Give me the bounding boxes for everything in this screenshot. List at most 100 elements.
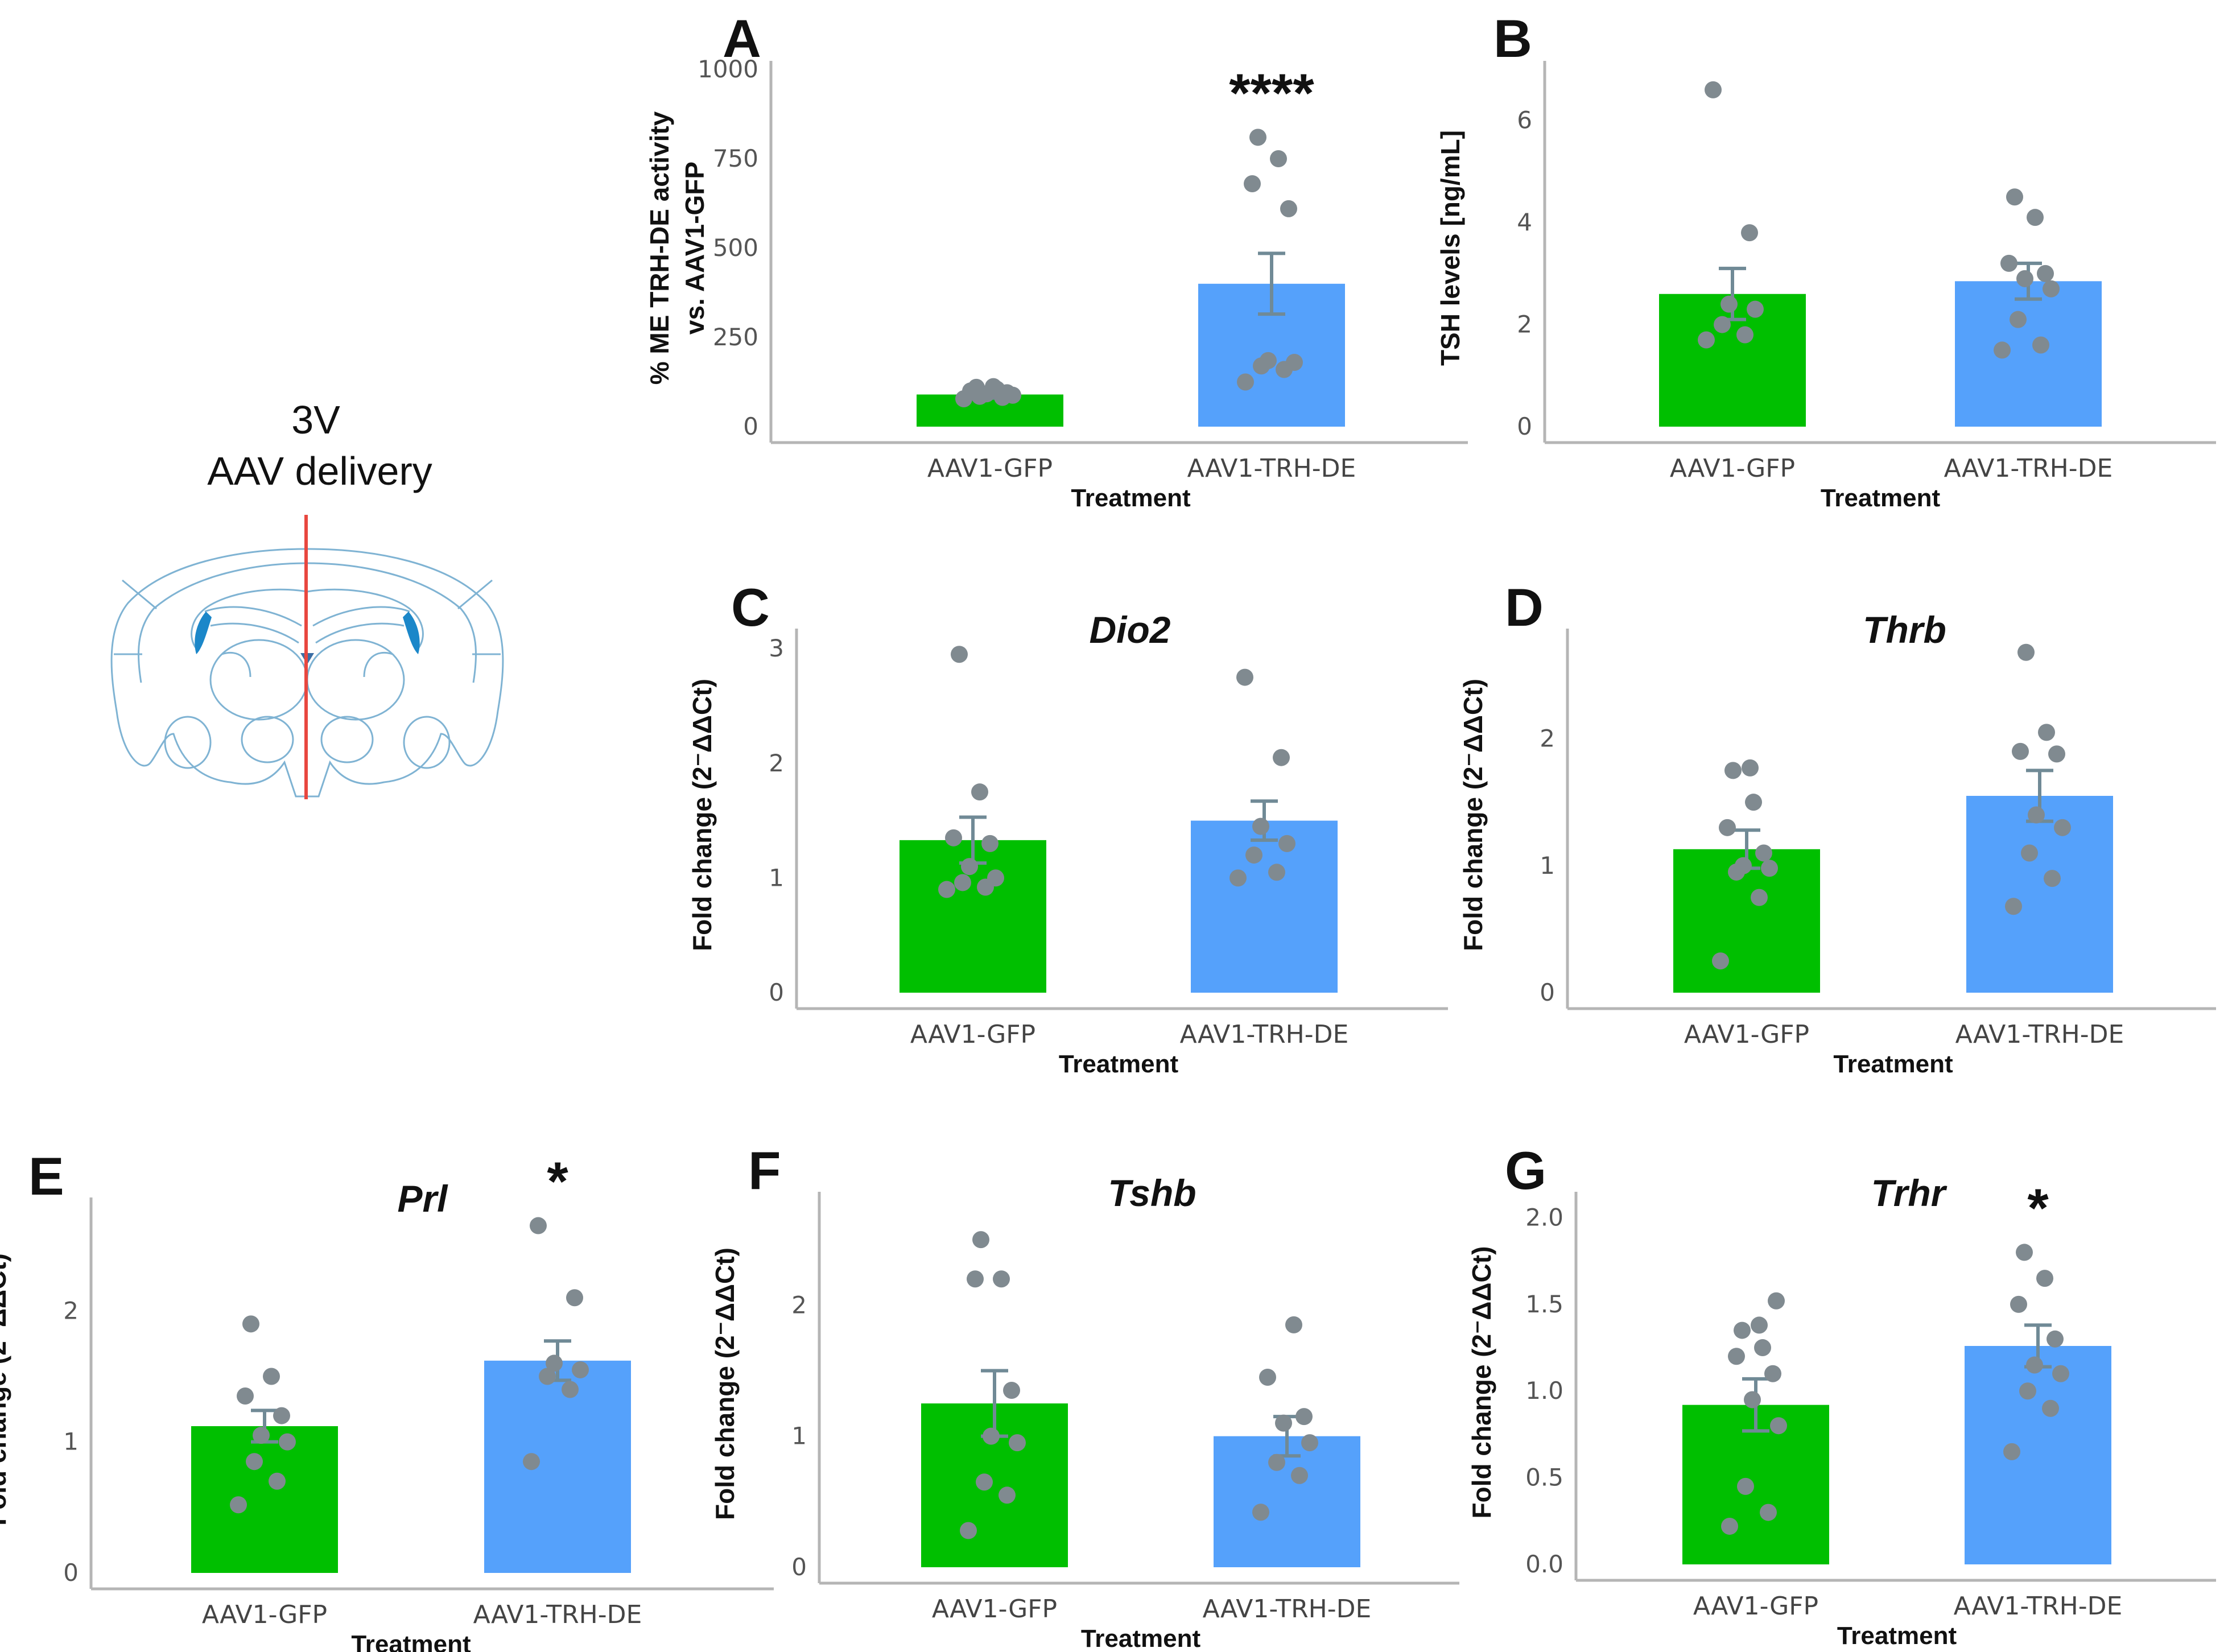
data-point <box>1237 373 1254 391</box>
data-point <box>1770 1417 1787 1435</box>
brain-region-left <box>195 612 212 654</box>
data-point <box>546 1354 563 1372</box>
x-tick-label: AAV1-TRH-DE <box>473 1600 642 1629</box>
data-point <box>1229 869 1247 887</box>
data-point <box>1755 844 1772 862</box>
x-axis-title: Treatment <box>1059 1050 1179 1078</box>
data-point <box>1720 295 1738 313</box>
data-point <box>2003 1443 2020 1460</box>
significance-marker: * <box>2027 1178 2049 1238</box>
data-point <box>1994 341 2011 359</box>
data-point <box>2028 806 2045 824</box>
data-point <box>976 1473 993 1491</box>
data-point <box>1744 1391 1761 1409</box>
x-tick-label: AAV1-TRH-DE <box>1203 1595 1372 1624</box>
data-point <box>999 1486 1016 1504</box>
x-tick-label: AAV1-TRH-DE <box>1180 1020 1349 1049</box>
data-point <box>253 1427 270 1444</box>
x-axis-title: Treatment <box>1837 1622 1957 1650</box>
x-tick-label: AAV1-TRH-DE <box>1187 454 1356 483</box>
x-axis-title: Treatment <box>1821 484 1941 512</box>
data-point <box>246 1453 263 1471</box>
data-point <box>2042 1399 2059 1417</box>
y-tick-label: 1 <box>769 864 784 891</box>
y-tick-label: 1 <box>63 1428 79 1456</box>
y-axis-title: % ME TRH-DE activity <box>645 111 674 385</box>
data-point <box>566 1289 583 1307</box>
panel-label: F <box>748 1141 781 1200</box>
data-point <box>2052 1365 2069 1382</box>
data-point <box>1244 175 1261 192</box>
data-point <box>1745 794 1762 811</box>
data-point <box>2044 870 2061 887</box>
data-point <box>1741 224 1758 242</box>
y-tick-label: 0 <box>1540 978 1555 1006</box>
y-tick-label: 2 <box>791 1291 807 1319</box>
x-tick-label: AAV1-GFP <box>202 1600 327 1629</box>
data-point <box>2027 209 2044 226</box>
data-point <box>2012 742 2029 760</box>
data-point <box>1712 952 1729 970</box>
panel-title: Dio2 <box>1089 609 1170 651</box>
bar-aav1-trh-de <box>1214 1436 1360 1567</box>
data-point <box>1751 889 1768 906</box>
panel-label: B <box>1493 9 1532 68</box>
data-point <box>1268 1453 1285 1471</box>
data-point <box>279 1433 296 1451</box>
significance-marker: * <box>547 1151 568 1212</box>
y-tick-label: 2 <box>769 749 784 777</box>
data-point <box>1278 835 1295 852</box>
x-tick-label: AAV1-GFP <box>1693 1592 1818 1621</box>
y-tick-label: 250 <box>713 323 758 351</box>
y-tick-label: 1.0 <box>1525 1377 1563 1405</box>
data-point <box>951 646 968 663</box>
y-tick-label: 500 <box>713 234 758 262</box>
panel-label: A <box>723 9 761 68</box>
y-tick-label: 3 <box>769 634 784 662</box>
y-tick-label: 0 <box>743 412 758 440</box>
data-point <box>2021 844 2038 862</box>
data-point <box>539 1368 556 1385</box>
data-point <box>2010 1295 2027 1313</box>
data-point <box>2043 280 2060 298</box>
y-tick-label: 0 <box>1517 412 1532 440</box>
data-point <box>1751 1316 1768 1334</box>
data-point <box>1734 1321 1751 1339</box>
data-point <box>2000 254 2017 272</box>
data-point <box>1280 200 1297 217</box>
data-point <box>1301 1434 1318 1452</box>
data-point <box>2037 265 2054 282</box>
data-point <box>2038 724 2055 741</box>
data-point <box>2006 188 2023 206</box>
y-tick-label: 0 <box>769 978 784 1006</box>
y-tick-label: 0 <box>63 1559 79 1587</box>
y-axis-title: Fold change (2⁻ΔΔCt) <box>0 1253 11 1526</box>
data-point <box>960 1522 977 1539</box>
illustration-title-line1: 3V <box>291 398 340 442</box>
x-tick-label: AAV1-TRH-DE <box>1955 1020 2124 1049</box>
y-tick-label: 1 <box>791 1422 807 1450</box>
x-axis-title: Treatment <box>1833 1050 1953 1078</box>
data-point <box>530 1217 547 1234</box>
bar-aav1-trh-de <box>1966 796 2113 993</box>
panel-title: Trhr <box>1871 1172 1948 1214</box>
data-point <box>2026 1356 2043 1374</box>
data-point <box>572 1361 589 1378</box>
data-point <box>1721 1517 1738 1535</box>
data-point <box>1761 860 1778 877</box>
brain-coronal-section-icon <box>110 548 504 798</box>
data-point <box>1728 1348 1745 1365</box>
x-tick-label: AAV1-GFP <box>927 454 1053 483</box>
data-point <box>2048 745 2065 763</box>
data-point <box>1724 762 1742 779</box>
x-tick-label: AAV1-GFP <box>1670 454 1795 483</box>
x-axis-title: Treatment <box>1081 1625 1201 1652</box>
panel-title: Tshb <box>1108 1172 1196 1214</box>
data-point <box>2016 270 2033 287</box>
data-point <box>1273 749 1290 766</box>
y-axis-title: Fold change (2⁻ΔΔCt) <box>1458 679 1488 951</box>
data-point <box>2010 311 2027 328</box>
